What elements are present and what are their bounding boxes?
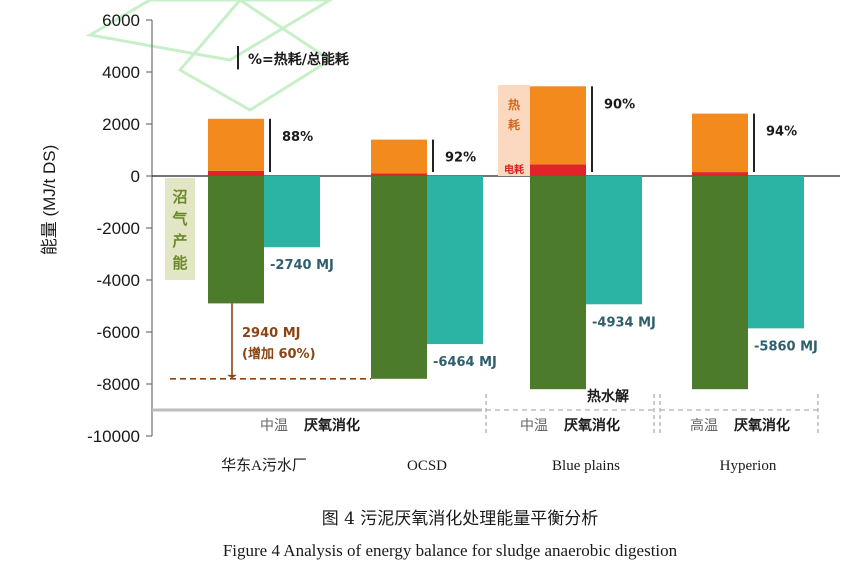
heat-label-bg — [498, 85, 530, 176]
group-temperature-label: 中温 — [520, 418, 548, 434]
bar-net-energy — [427, 176, 483, 345]
category-label: 华东A污水厂 — [221, 457, 307, 474]
biogas-label-char: 沼 — [172, 188, 187, 206]
biogas-label-char: 能 — [172, 254, 187, 272]
category-label: Hyperion — [720, 458, 777, 474]
biogas-label-bg — [165, 178, 195, 280]
net-energy-label: -5860 MJ — [754, 339, 818, 354]
heat-label-char: 耗 — [508, 117, 520, 132]
heat-label-char: 热 — [508, 97, 520, 112]
bar-electricity — [371, 173, 427, 176]
biogas-label-char: 气 — [171, 210, 187, 228]
bar-biogas — [371, 176, 427, 379]
y-tick-label: -6000 — [97, 323, 140, 342]
legend-note: %=热耗/总能耗 — [248, 51, 349, 68]
group-temperature-label: 中温 — [260, 418, 288, 434]
y-tick-label: 2000 — [102, 115, 140, 134]
net-energy-label: -4934 MJ — [592, 315, 656, 330]
bar-net-energy — [586, 176, 642, 305]
bar-heat — [692, 113, 748, 173]
increase-arrowhead — [227, 374, 237, 379]
heat-ratio-label: 94% — [766, 125, 797, 140]
net-energy-label: -2740 MJ — [270, 258, 334, 273]
bar-heat — [530, 86, 586, 165]
plot-area: 6000 4000 2000 0 -2000 -4000 -6000 -8000 -10000 沼… — [87, 11, 840, 474]
bar-biogas — [692, 176, 748, 390]
y-tick-label: 4000 — [102, 63, 140, 82]
caption-chinese: 图 4 污泥厌氧消化处理能量平衡分析 — [322, 509, 599, 529]
watermark — [85, 0, 333, 112]
y-tick-label: -4000 — [97, 271, 140, 290]
group-process-label: 厌氧消化 — [564, 417, 620, 434]
y-tick-label: 0 — [131, 167, 140, 186]
increase-label: 2940 MJ — [242, 326, 300, 341]
bar-biogas — [530, 176, 586, 390]
y-tick-label: -10000 — [87, 427, 140, 446]
group-process-label: 厌氧消化 — [734, 417, 790, 434]
bar-heat — [371, 139, 427, 174]
biogas-label-char: 产 — [172, 232, 187, 250]
bar-net-energy — [748, 176, 804, 329]
electricity-label: 电耗 — [504, 163, 524, 176]
bar-net-energy — [264, 176, 320, 248]
net-energy-label: -6464 MJ — [433, 355, 497, 370]
category-label: OCSD — [407, 458, 447, 474]
heat-ratio-label: 88% — [282, 130, 313, 145]
heat-ratio-label: 90% — [604, 97, 635, 112]
bar-electricity — [208, 170, 264, 176]
increase-percent-label: (增加 60%) — [242, 346, 316, 362]
thermal-hydrolysis-label: 热水解 — [587, 388, 629, 405]
group-temperature-label: 高温 — [690, 417, 718, 434]
y-tick-label: -8000 — [97, 375, 140, 394]
bar-heat — [208, 118, 264, 171]
net-energy-annotation: 净能 — [274, 223, 302, 240]
category-label: Blue plains — [552, 458, 620, 474]
bar-electricity — [692, 172, 748, 176]
y-tick-label: -2000 — [97, 219, 140, 238]
caption-english: Figure 4 Analysis of energy balance for … — [223, 541, 678, 560]
bar-electricity — [530, 164, 586, 176]
heat-ratio-label: 92% — [445, 151, 476, 166]
group-process-label: 厌氧消化 — [304, 417, 360, 434]
y-tick-label: 6000 — [102, 11, 140, 30]
y-axis-label: 能量 (MJ/t DS) — [40, 145, 59, 256]
bar-biogas — [208, 176, 264, 304]
